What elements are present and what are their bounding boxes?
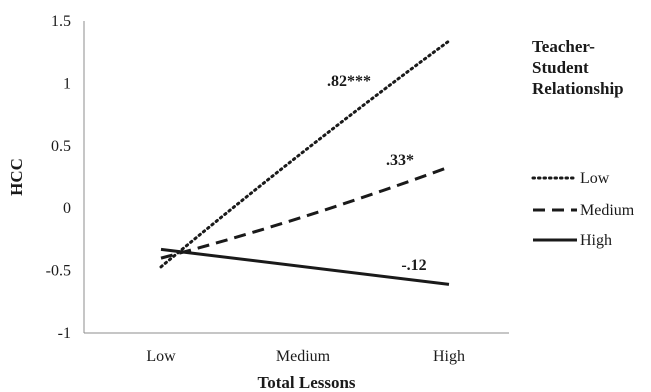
series-line-medium bbox=[160, 165, 450, 260]
slope-annotations: .82*** .33* -.12 bbox=[327, 73, 427, 274]
legend-label-medium: Medium bbox=[580, 202, 635, 219]
y-tick-labels: 1.5 1 0.5 0 -0.5 -1 bbox=[46, 13, 71, 342]
x-tick-label: High bbox=[433, 348, 465, 365]
legend-label-high: High bbox=[580, 232, 612, 249]
x-axis-title: Total Lessons bbox=[257, 373, 355, 392]
y-tick-label: 1 bbox=[63, 75, 71, 92]
y-tick-label: -0.5 bbox=[46, 263, 71, 280]
y-axis-title: HCC bbox=[7, 158, 26, 196]
axes bbox=[83, 21, 509, 334]
y-tick-label: -1 bbox=[58, 325, 71, 342]
x-tick-label: Medium bbox=[276, 348, 331, 365]
x-tick-label: Low bbox=[146, 348, 176, 365]
series-lines bbox=[159, 39, 451, 286]
legend-items: Low Medium High bbox=[531, 170, 635, 249]
y-tick-label: 0.5 bbox=[51, 138, 71, 155]
annotation-medium: .33* bbox=[386, 152, 414, 169]
annotation-high: -.12 bbox=[401, 257, 426, 274]
legend: Teacher-Student Relationship Low Medium Hig… bbox=[531, 37, 635, 249]
legend-title: Teacher-Student Relationship bbox=[532, 37, 624, 98]
annotation-low: .82*** bbox=[327, 73, 371, 90]
series-line-high bbox=[160, 247, 450, 286]
x-tick-labels: Low Medium High bbox=[146, 348, 465, 365]
legend-label-low: Low bbox=[580, 170, 610, 187]
series-line-low bbox=[159, 39, 451, 269]
y-tick-label: 1.5 bbox=[51, 13, 71, 30]
y-tick-label: 0 bbox=[63, 200, 71, 217]
